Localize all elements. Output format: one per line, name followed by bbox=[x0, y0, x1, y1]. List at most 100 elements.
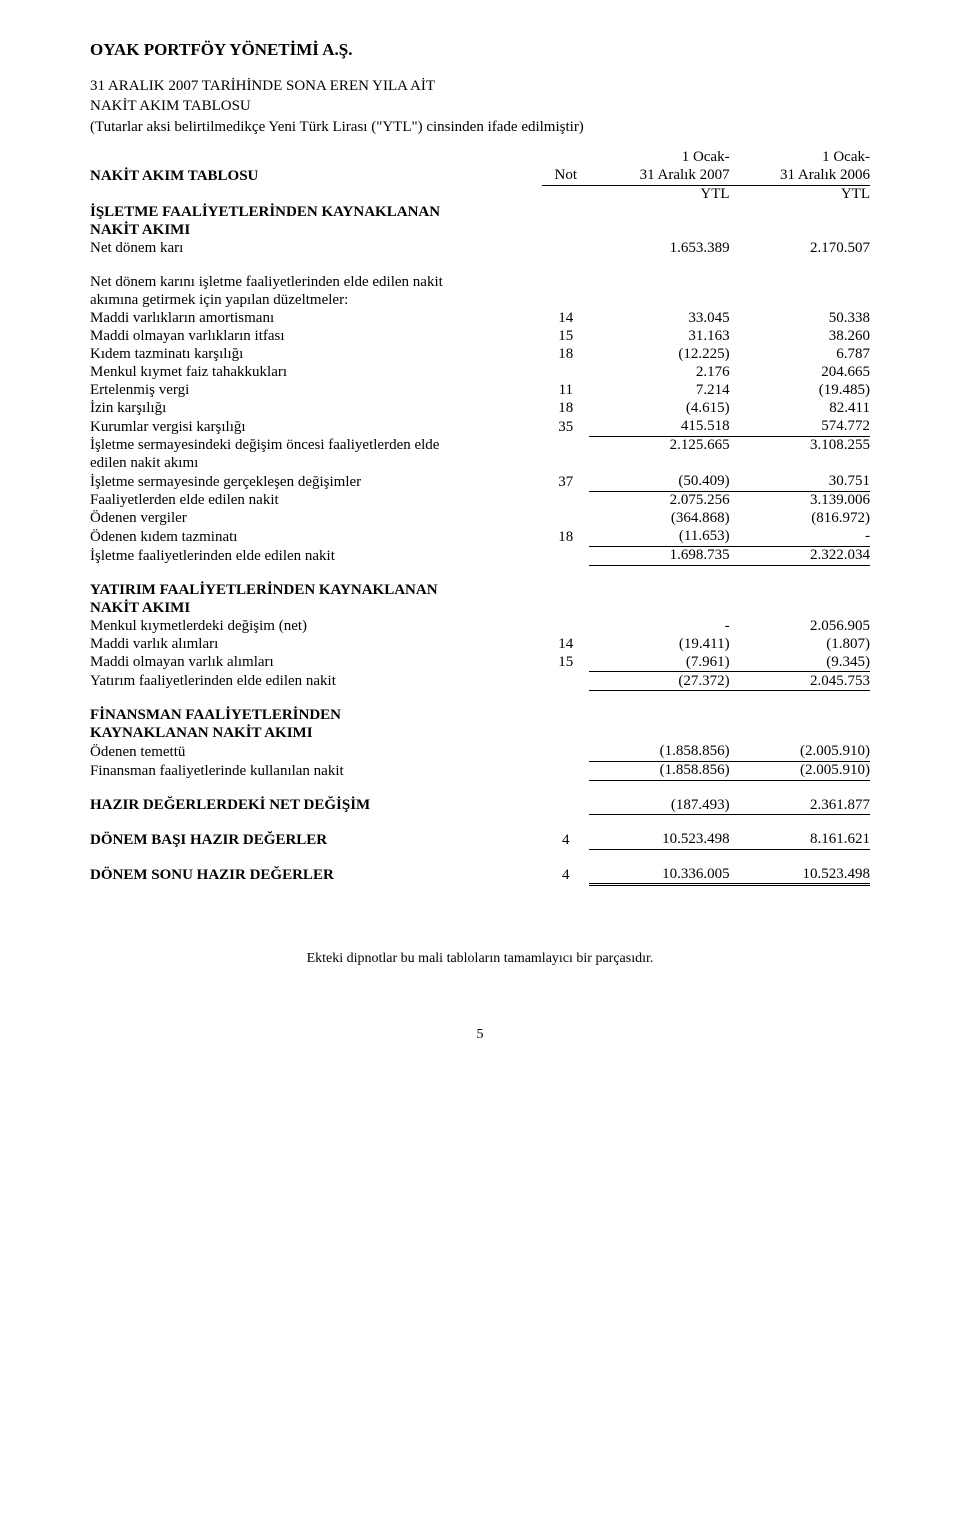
cash-end-note: 4 bbox=[542, 865, 589, 885]
row-note: 14 bbox=[542, 635, 589, 653]
net-financing-v1: (1.858.856) bbox=[589, 761, 729, 780]
row-note: 11 bbox=[542, 382, 589, 400]
row-v1: 7.214 bbox=[589, 382, 729, 400]
table-row: Maddi varlıkların amortismanı 14 33.045 … bbox=[90, 310, 870, 328]
taxes-paid-v2: (816.972) bbox=[730, 510, 870, 528]
net-profit-v2: 2.170.507 bbox=[730, 240, 870, 258]
before-wc-label-1: İşletme sermayesindeki değişim öncesi fa… bbox=[90, 436, 542, 455]
hdr-note: Not bbox=[542, 167, 589, 186]
row-v2: (9.345) bbox=[730, 653, 870, 672]
net-change-label: HAZIR DEĞERLERDEKİ NET DEĞİŞİM bbox=[90, 796, 542, 815]
row-v2: 6.787 bbox=[730, 346, 870, 364]
row-v1: (7.961) bbox=[589, 653, 729, 672]
sev-paid-v1: (11.653) bbox=[589, 528, 729, 547]
row-note: 15 bbox=[542, 328, 589, 346]
table-row: Menkul kıymet faiz tahakkukları 2.176 20… bbox=[90, 364, 870, 382]
net-profit-label: Net dönem karı bbox=[90, 240, 542, 258]
net-financing-v2: (2.005.910) bbox=[730, 761, 870, 780]
row-v2: 82.411 bbox=[730, 400, 870, 418]
cashflow-table: 1 Ocak- 1 Ocak- NAKİT AKIM TABLOSU Not 3… bbox=[90, 149, 870, 891]
row-label: Ertelenmiş vergi bbox=[90, 382, 542, 400]
statement-title: 31 ARALIK 2007 TARİHİNDE SONA EREN YILA … bbox=[90, 76, 870, 137]
row-v1: (12.225) bbox=[589, 346, 729, 364]
cash-end-v1: 10.336.005 bbox=[589, 865, 729, 885]
cash-from-act-v2: 3.139.006 bbox=[730, 491, 870, 510]
sev-paid-note: 18 bbox=[542, 528, 589, 547]
net-investing-v1: (27.372) bbox=[589, 672, 729, 691]
cash-from-act-v1: 2.075.256 bbox=[589, 491, 729, 510]
dividend-label: Ödenen temettü bbox=[90, 743, 542, 762]
adj-intro-1: Net dönem karını işletme faaliyetlerinde… bbox=[90, 274, 542, 292]
net-investing-v2: 2.045.753 bbox=[730, 672, 870, 691]
row-label: Kıdem tazminatı karşılığı bbox=[90, 346, 542, 364]
row-label: Maddi varlıkların amortismanı bbox=[90, 310, 542, 328]
table-row: İzin karşılığı 18 (4.615) 82.411 bbox=[90, 400, 870, 418]
row-note: 14 bbox=[542, 310, 589, 328]
table-row: Maddi olmayan varlıkların itfası 15 31.1… bbox=[90, 328, 870, 346]
row-note bbox=[542, 364, 589, 382]
hdr-period-1: 1 Ocak- bbox=[589, 149, 729, 167]
hdr-table-name: NAKİT AKIM TABLOSU bbox=[90, 167, 542, 186]
net-operating-label: İşletme faaliyetlerinden elde edilen nak… bbox=[90, 546, 542, 565]
row-label: Maddi olmayan varlık alımları bbox=[90, 653, 542, 672]
row-note bbox=[542, 617, 589, 635]
page-container: OYAK PORTFÖY YÖNETİMİ A.Ş. 31 ARALIK 200… bbox=[0, 0, 960, 1093]
hdr-col1: 31 Aralık 2007 bbox=[589, 167, 729, 186]
sev-paid-label: Ödenen kıdem tazminatı bbox=[90, 528, 542, 547]
row-note: 15 bbox=[542, 653, 589, 672]
title-line-2: NAKİT AKIM TABLOSU bbox=[90, 98, 251, 114]
table-row: Ertelenmiş vergi 11 7.214 (19.485) bbox=[90, 382, 870, 400]
title-line-3: (Tutarlar aksi belirtilmedikçe Yeni Türk… bbox=[90, 119, 584, 135]
taxes-paid-v1: (364.868) bbox=[589, 510, 729, 528]
row-label: Maddi varlık alımları bbox=[90, 635, 542, 653]
hdr-ccy-2: YTL bbox=[730, 185, 870, 204]
row-label: Menkul kıymet faiz tahakkukları bbox=[90, 364, 542, 382]
hdr-col2: 31 Aralık 2006 bbox=[730, 167, 870, 186]
before-wc-label-2: edilen nakit akımı bbox=[90, 455, 542, 473]
wc-change-v2: 30.751 bbox=[730, 473, 870, 492]
wc-change-label: İşletme sermayesinde gerçekleşen değişim… bbox=[90, 473, 542, 492]
row-v1: (19.411) bbox=[589, 635, 729, 653]
row-label: İzin karşılığı bbox=[90, 400, 542, 418]
row-note: 35 bbox=[542, 418, 589, 437]
net-operating-v2: 2.322.034 bbox=[730, 546, 870, 565]
table-row: Kıdem tazminatı karşılığı 18 (12.225) 6.… bbox=[90, 346, 870, 364]
cash-end-v2: 10.523.498 bbox=[730, 865, 870, 885]
company-name: OYAK PORTFÖY YÖNETİMİ A.Ş. bbox=[90, 40, 870, 60]
adj-intro-2: akımına getirmek için yapılan düzeltmele… bbox=[90, 292, 542, 310]
cash-from-act-label: Faaliyetlerden elde edilen nakit bbox=[90, 491, 542, 510]
cash-begin-v2: 8.161.621 bbox=[730, 831, 870, 850]
hdr-ccy-1: YTL bbox=[589, 185, 729, 204]
row-v2: 38.260 bbox=[730, 328, 870, 346]
cash-begin-label: DÖNEM BAŞI HAZIR DEĞERLER bbox=[90, 831, 542, 850]
row-v2: 50.338 bbox=[730, 310, 870, 328]
hdr-period-2: 1 Ocak- bbox=[730, 149, 870, 167]
row-v2: 574.772 bbox=[730, 418, 870, 437]
table-row: Kurumlar vergisi karşılığı 35 415.518 57… bbox=[90, 418, 870, 437]
table-row: Maddi varlık alımları 14 (19.411) (1.807… bbox=[90, 635, 870, 653]
row-v1: 2.176 bbox=[589, 364, 729, 382]
row-label: Kurumlar vergisi karşılığı bbox=[90, 418, 542, 437]
net-operating-v1: 1.698.735 bbox=[589, 546, 729, 565]
before-wc-v1: 2.125.665 bbox=[589, 436, 729, 455]
page-number: 5 bbox=[90, 1027, 870, 1043]
table-row: Maddi olmayan varlık alımları 15 (7.961)… bbox=[90, 653, 870, 672]
row-v1: (4.615) bbox=[589, 400, 729, 418]
row-note: 18 bbox=[542, 400, 589, 418]
sev-paid-v2: - bbox=[730, 528, 870, 547]
row-v1: 31.163 bbox=[589, 328, 729, 346]
dividend-v1: (1.858.856) bbox=[589, 743, 729, 762]
row-v2: (1.807) bbox=[730, 635, 870, 653]
cash-begin-v1: 10.523.498 bbox=[589, 831, 729, 850]
footer-note: Ekteki dipnotlar bu mali tabloların tama… bbox=[90, 951, 870, 967]
op-hdr-1: İŞLETME FAALİYETLERİNDEN KAYNAKLANAN bbox=[90, 204, 542, 222]
title-line-1: 31 ARALIK 2007 TARİHİNDE SONA EREN YILA … bbox=[90, 78, 435, 94]
row-v2: (19.485) bbox=[730, 382, 870, 400]
fin-hdr-2: KAYNAKLANAN NAKİT AKIMI bbox=[90, 725, 542, 743]
op-hdr-2: NAKİT AKIMI bbox=[90, 222, 542, 240]
inv-hdr-1: YATIRIM FAALİYETLERİNDEN KAYNAKLANAN bbox=[90, 581, 542, 599]
wc-change-note: 37 bbox=[542, 473, 589, 492]
cash-begin-note: 4 bbox=[542, 831, 589, 850]
net-profit-v1: 1.653.389 bbox=[589, 240, 729, 258]
inv-hdr-2: NAKİT AKIMI bbox=[90, 599, 542, 617]
